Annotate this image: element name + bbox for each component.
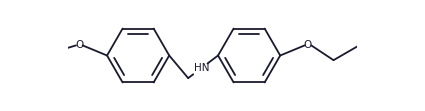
Text: HN: HN xyxy=(194,63,210,73)
Text: O: O xyxy=(75,40,83,50)
Text: O: O xyxy=(304,40,312,50)
